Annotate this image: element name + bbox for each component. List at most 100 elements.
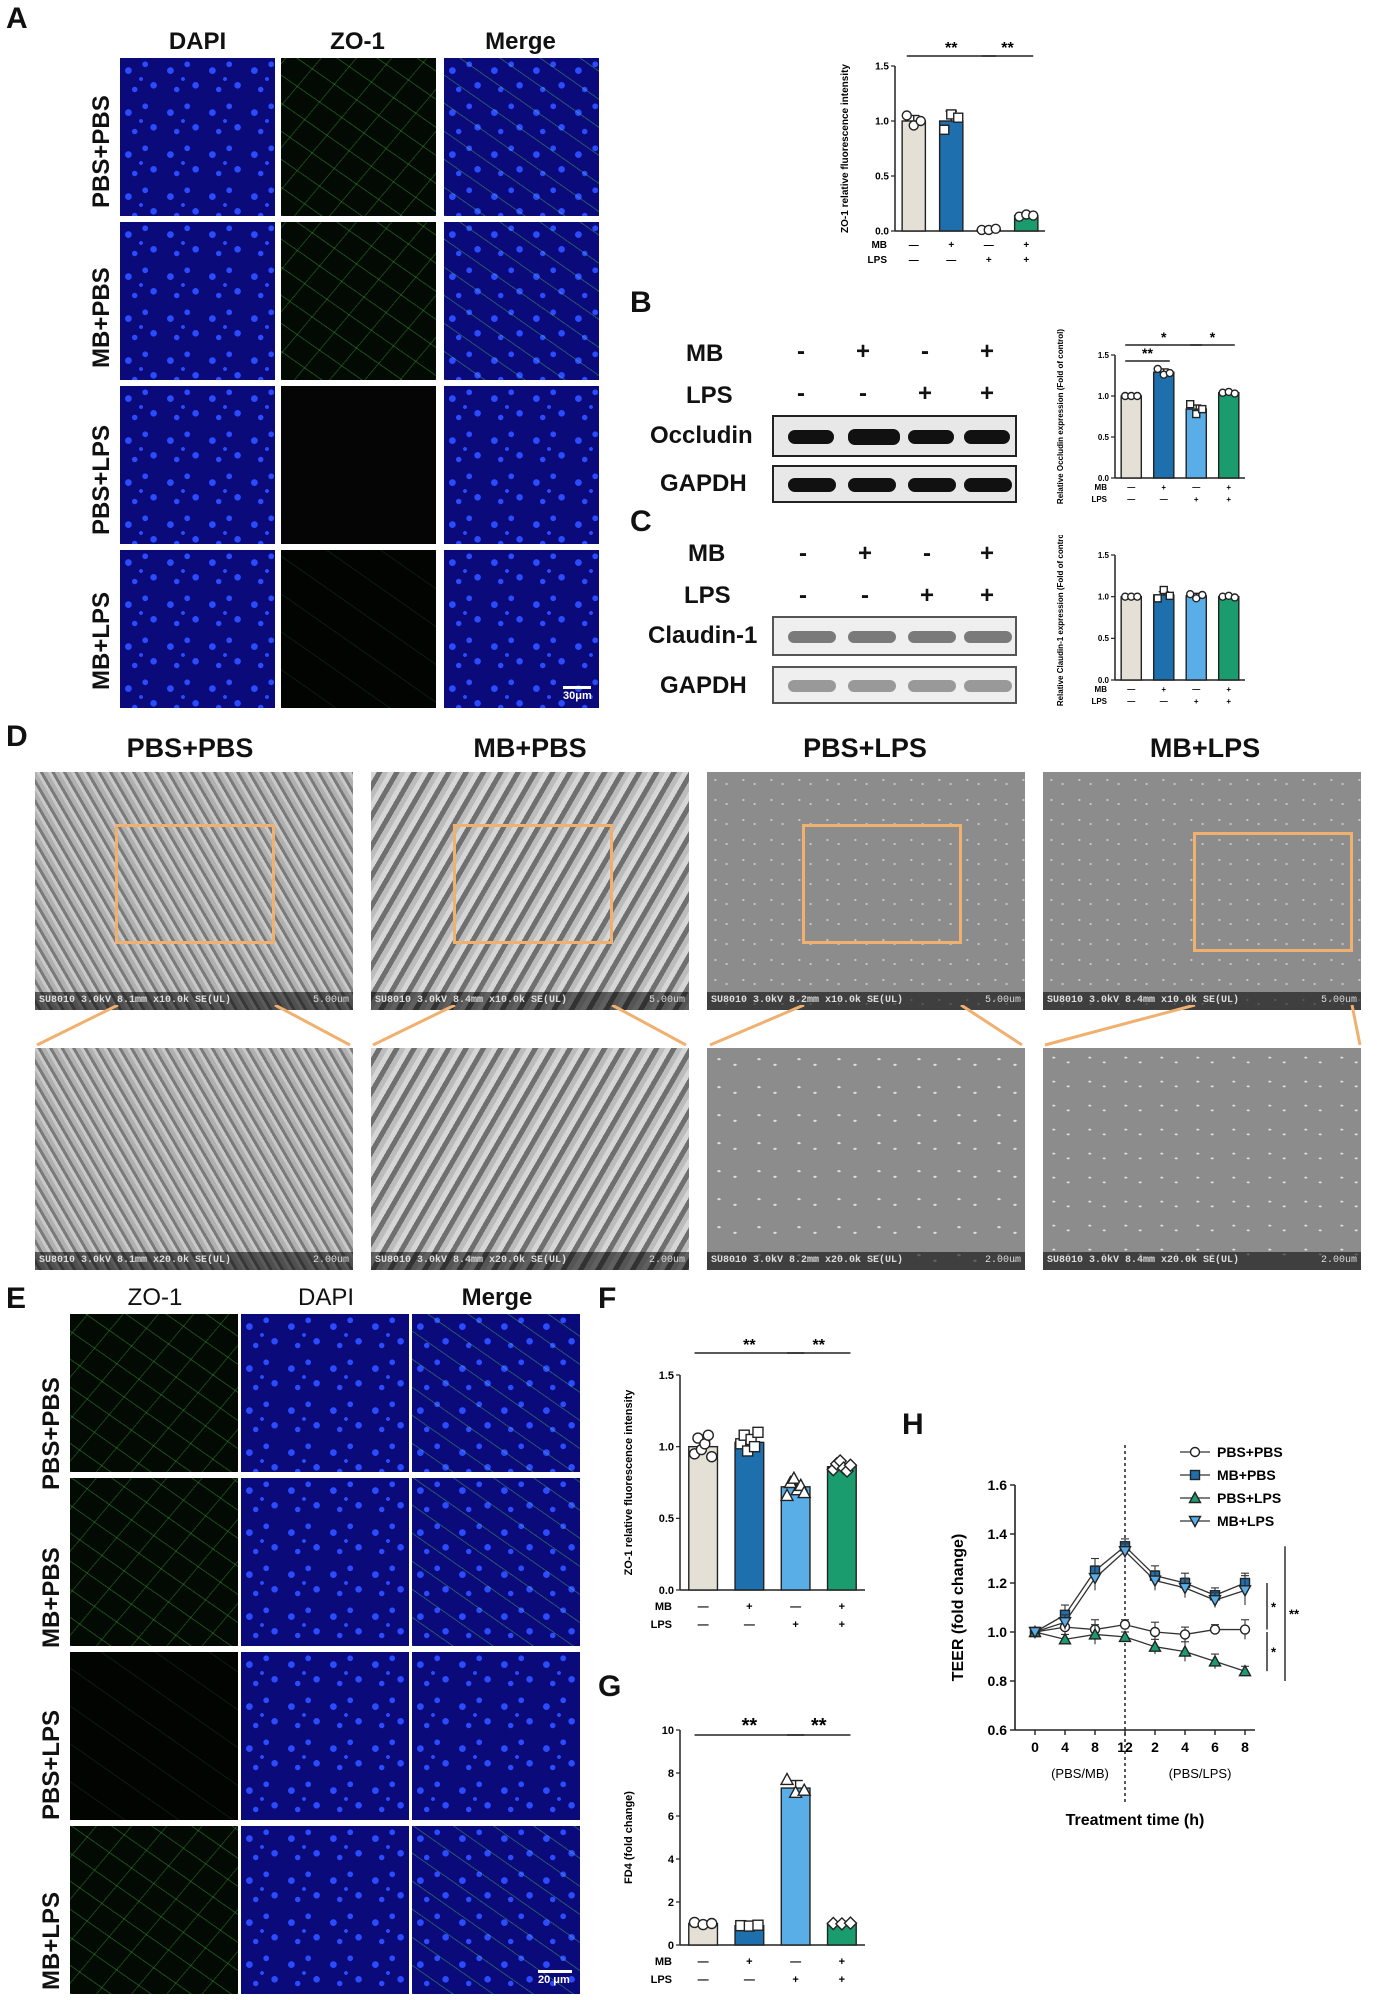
y-tick-label: 0.8 <box>988 1673 1008 1689</box>
b-lps-sign: + <box>917 380 932 407</box>
legend-marker <box>1189 1469 1201 1481</box>
lps-sign: + <box>1226 495 1231 504</box>
zo1-image-mb-pbs <box>281 222 436 380</box>
b-mb-sign: + <box>855 338 870 365</box>
b-lps-sign: + <box>979 380 994 407</box>
panel-label-e: E <box>6 1282 27 1315</box>
data-point <box>1230 389 1239 398</box>
y-axis-label: ZO-1 relative fluorescence intensity <box>840 64 851 233</box>
phase-label: (PBS/LPS) <box>1169 1766 1232 1781</box>
data-point <box>1208 1594 1222 1608</box>
e-dapi-image-mb-pbs <box>241 1478 409 1646</box>
data-point <box>1153 594 1162 603</box>
e-merge-image-mb-lps: 20 μm <box>412 1826 580 1994</box>
lps-sign: — <box>1127 495 1135 504</box>
panel-label-a: A <box>6 2 28 35</box>
c-mb-label: MB <box>688 540 726 567</box>
data-point <box>953 112 964 123</box>
panel-label-d: D <box>6 720 28 753</box>
y-tick-label: 1.6 <box>988 1477 1008 1493</box>
lps-sign: + <box>839 1974 845 1986</box>
legend-marker <box>1188 1491 1202 1504</box>
sem-info: SU8010 3.0kV 8.2mm x20.0k SE(UL) 2.00um <box>707 1252 1025 1270</box>
lps-sign: — <box>909 255 919 266</box>
y-tick-label: 0.0 <box>659 1585 674 1597</box>
data-point <box>990 223 1001 235</box>
bar <box>1120 395 1143 479</box>
b-blot1-label: Occludin <box>650 422 753 449</box>
mb-sign: — <box>984 240 994 251</box>
lps-sign: + <box>1023 255 1029 266</box>
bar <box>780 1486 811 1591</box>
e-merge-image-mb-pbs <box>412 1478 580 1646</box>
mb-sign: + <box>1161 685 1166 694</box>
y-tick-label: 1.0 <box>1098 592 1110 601</box>
data-point <box>843 1916 858 1931</box>
data-point <box>1209 1624 1221 1635</box>
bar <box>938 120 964 232</box>
lps-sign: — <box>744 1619 755 1631</box>
c-blot1-label: Claudin-1 <box>648 622 758 649</box>
y-tick-label: 10 <box>662 1725 674 1737</box>
x-tick-label: 6 <box>1211 1739 1219 1755</box>
mb-sign: + <box>746 1601 752 1613</box>
zoom-box <box>802 824 962 944</box>
mb-sign: — <box>1192 483 1200 492</box>
y-tick-label: 1.0 <box>875 117 889 128</box>
e-col-header-dapi: DAPI <box>297 1284 354 1311</box>
sem-info: SU8010 3.0kV 8.1mm x20.0k SE(UL) 2.00um <box>35 1252 353 1270</box>
y-tick-label: 2 <box>668 1897 674 1909</box>
gapdh-blot-c <box>772 666 1017 704</box>
chart-c: 0.0 0.5 1.0 1.5 Relative Claudin-1 expressio… <box>1056 535 1245 706</box>
sem-image-mb-pbs: SU8010 3.0kV 8.4mm x10.0k SE(UL) 5.00um <box>371 772 689 1010</box>
lps-row-label: LPS <box>868 255 888 266</box>
x-tick-label: 2 <box>1151 1739 1159 1755</box>
legend-marker <box>1189 1446 1201 1458</box>
chart-a: 0.0 0.5 1.0 1.5 ZO-1 relative fluorescence i… <box>840 40 1045 266</box>
mb-row-label: MB <box>655 1601 672 1613</box>
mb-sign: + <box>948 240 954 251</box>
data-point <box>1198 404 1207 414</box>
row-label-mb-pbs: MB+PBS <box>88 267 115 368</box>
data-point <box>1028 210 1039 221</box>
data-point <box>779 1487 795 1502</box>
y-axis-label: FD4 (fold change) <box>623 1791 635 1884</box>
chart-g: 0 2 4 6 8 10 FD4 (fold change) — — + — — + + + MB LPS ** *… <box>623 1715 865 1986</box>
mb-sign: + <box>1023 240 1029 251</box>
lps-sign: — <box>698 1619 709 1631</box>
legend-label: PBS+PBS <box>1217 1444 1283 1460</box>
series-line <box>1034 1550 1246 1633</box>
series-line <box>1034 1631 1246 1672</box>
mb-row-label: MB <box>1095 685 1108 694</box>
mb-sign: — <box>790 1601 801 1613</box>
mb-sign: — <box>1192 685 1200 694</box>
bar <box>780 1787 811 1946</box>
b-mb-sign: + <box>979 338 994 365</box>
col-header-dapi: DAPI <box>168 28 227 55</box>
data-point <box>1238 1664 1252 1677</box>
c-mb-sign: - <box>799 540 807 567</box>
mb-sign: — <box>698 1601 709 1613</box>
data-point <box>706 1450 718 1463</box>
data-point <box>1178 1582 1192 1595</box>
e-dapi-image-pbs-pbs <box>241 1314 409 1472</box>
data-point <box>1186 589 1195 599</box>
data-point <box>1192 409 1201 419</box>
data-point <box>1198 590 1207 600</box>
dapi-image-mb-pbs <box>120 222 275 380</box>
significance-mark: ** <box>945 40 958 57</box>
y-tick-label: 0.5 <box>659 1513 674 1525</box>
data-point <box>843 1458 858 1473</box>
mb-row-label: MB <box>1095 483 1108 492</box>
mb-sign: — <box>1127 685 1135 694</box>
sem-info: SU8010 3.0kV 8.4mm x10.0k SE(UL) 5.00um <box>371 992 689 1010</box>
e-row-label-mb-lps: MB+LPS <box>38 1891 65 1990</box>
data-point <box>1230 593 1239 602</box>
sem-info: SU8010 3.0kV 8.4mm x20.0k SE(UL) 2.00um <box>1043 1252 1361 1270</box>
merge-image-mb-lps: 30μm <box>444 550 599 708</box>
mb-sign: + <box>1226 483 1231 492</box>
bar <box>901 120 927 232</box>
legend-label: PBS+LPS <box>1217 1490 1281 1506</box>
col-header-zo1: ZO-1 <box>330 28 385 55</box>
bar <box>826 1466 857 1591</box>
